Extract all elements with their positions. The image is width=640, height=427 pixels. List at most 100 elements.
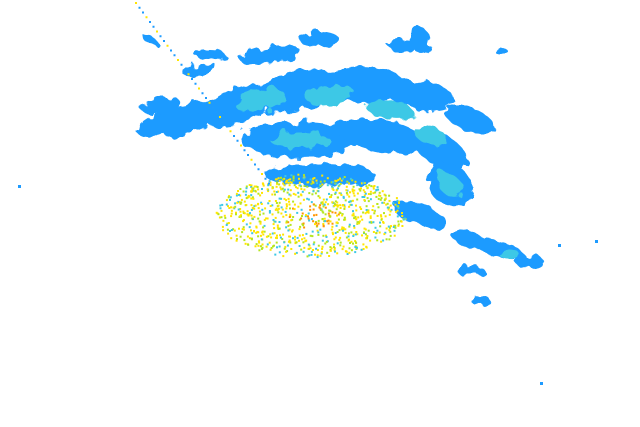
rain-pixel bbox=[233, 229, 236, 232]
rain-pixel bbox=[392, 226, 395, 228]
rain-pixel bbox=[225, 203, 228, 206]
rain-pixel bbox=[271, 204, 274, 207]
rain-pixel bbox=[262, 226, 265, 229]
rain-pixel bbox=[328, 192, 330, 195]
rain-pixel bbox=[239, 235, 242, 238]
rain-pixel bbox=[297, 205, 300, 208]
rain-pixel bbox=[360, 248, 363, 251]
rain-pixel bbox=[334, 203, 336, 206]
rain-pixel bbox=[376, 229, 379, 232]
rain-pixel bbox=[255, 243, 258, 246]
rain-pixel bbox=[187, 73, 190, 76]
rain-cell-light bbox=[265, 163, 375, 187]
rain-pixel bbox=[288, 200, 290, 203]
rain-pixel bbox=[363, 191, 366, 194]
rain-pixel bbox=[335, 183, 338, 186]
rain-pixel bbox=[370, 221, 373, 224]
rain-pixel bbox=[230, 212, 233, 215]
rain-cell-light bbox=[140, 96, 180, 114]
rain-pixel bbox=[355, 218, 358, 221]
rain-pixel bbox=[296, 236, 299, 239]
rain-pixel bbox=[305, 214, 307, 217]
rain-pixel bbox=[238, 193, 240, 196]
rain-pixel bbox=[356, 184, 359, 187]
rain-pixel bbox=[283, 188, 286, 191]
rain-pixel bbox=[325, 198, 328, 201]
rain-pixel bbox=[367, 193, 370, 195]
rain-pixel bbox=[342, 177, 345, 180]
rain-cell-light bbox=[335, 117, 425, 153]
rain-pixel bbox=[201, 92, 204, 95]
rain-pixel bbox=[381, 201, 384, 204]
rain-pixel bbox=[259, 194, 262, 197]
rain-pixel bbox=[286, 244, 289, 247]
rain-pixel bbox=[348, 182, 351, 185]
rain-pixel bbox=[222, 229, 225, 232]
rain-pixel bbox=[287, 181, 290, 184]
rain-pixel bbox=[334, 182, 337, 185]
rain-pixel bbox=[337, 187, 339, 190]
rain-pixel bbox=[355, 231, 358, 233]
rain-cell-light bbox=[240, 45, 300, 65]
rain-pixel bbox=[273, 227, 276, 230]
rain-pixel bbox=[301, 238, 303, 241]
rain-pixel bbox=[324, 242, 327, 245]
rain-pixel bbox=[368, 221, 371, 224]
rain-pixel bbox=[321, 247, 324, 250]
rain-pixel bbox=[298, 218, 301, 221]
rain-pixel bbox=[291, 229, 294, 232]
rain-pixel bbox=[315, 247, 318, 250]
rain-pixel bbox=[309, 205, 312, 208]
rain-pixel bbox=[372, 205, 375, 208]
rain-pixel bbox=[318, 196, 321, 199]
rain-pixel bbox=[341, 214, 344, 217]
rain-pixel bbox=[274, 253, 277, 256]
rain-pixel bbox=[362, 181, 365, 184]
rain-pixel bbox=[277, 211, 280, 214]
rain-pixel bbox=[229, 198, 231, 201]
rain-pixel bbox=[367, 211, 370, 214]
rain-pixel bbox=[348, 251, 351, 254]
rain-pixel bbox=[248, 213, 251, 216]
rain-pixel bbox=[303, 188, 306, 191]
rain-pixel bbox=[250, 190, 253, 193]
rain-pixel bbox=[334, 211, 337, 214]
rain-pixel bbox=[294, 235, 296, 238]
rain-pixel bbox=[271, 193, 274, 196]
rain-pixel bbox=[338, 229, 341, 232]
rain-pixel bbox=[236, 139, 239, 142]
rain-pixel bbox=[234, 205, 237, 208]
rain-pixel bbox=[316, 229, 319, 232]
rain-pixel bbox=[376, 186, 379, 189]
rain-pixel bbox=[254, 245, 257, 248]
rain-pixel bbox=[273, 220, 276, 223]
rain-pixel bbox=[219, 204, 222, 207]
rain-pixel bbox=[242, 228, 245, 231]
rain-pixel bbox=[267, 190, 270, 193]
rain-pixel bbox=[369, 190, 372, 193]
rain-pixel bbox=[247, 214, 250, 217]
rain-pixel bbox=[321, 218, 324, 220]
rain-pixel bbox=[389, 230, 392, 233]
rain-pixel bbox=[324, 206, 327, 209]
rain-pixel bbox=[358, 188, 361, 191]
rain-pixel bbox=[351, 214, 354, 217]
rain-pixel bbox=[336, 205, 339, 208]
rain-pixel bbox=[313, 214, 315, 217]
rain-pixel bbox=[292, 200, 295, 203]
rain-pixel bbox=[205, 97, 207, 99]
rain-pixel bbox=[558, 244, 561, 247]
rain-pixel bbox=[349, 200, 352, 203]
rain-pixel bbox=[275, 241, 278, 244]
rain-pixel bbox=[258, 210, 261, 213]
rain-pixel bbox=[367, 200, 370, 203]
rain-pixel bbox=[322, 205, 325, 208]
rain-pixel bbox=[400, 220, 403, 223]
rain-pixel bbox=[338, 238, 341, 241]
rain-pixel bbox=[247, 196, 250, 199]
rain-pixel bbox=[398, 202, 400, 204]
rain-pixel bbox=[366, 211, 369, 214]
rain-pixel bbox=[253, 230, 255, 232]
rain-pixel bbox=[281, 178, 284, 181]
rain-cell-medium bbox=[365, 100, 415, 120]
